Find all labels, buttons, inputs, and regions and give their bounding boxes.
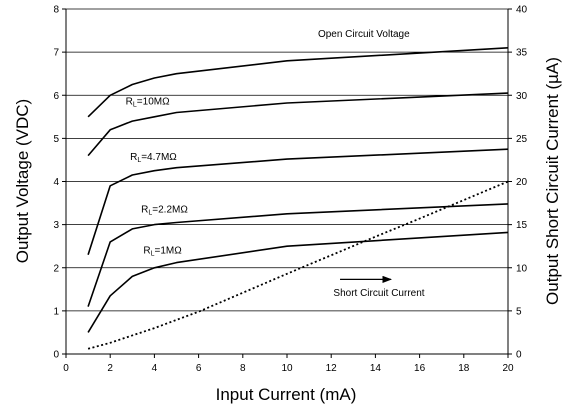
y2-tick-label: 35 xyxy=(516,48,528,59)
annotation-rest: =2.2MΩ xyxy=(152,205,188,216)
series-line-rl-4-7m xyxy=(87,148,509,256)
x-tick-label: 2 xyxy=(107,363,113,374)
series-line-rl-1m xyxy=(87,231,509,333)
y-tick-label: 6 xyxy=(53,91,59,102)
y-tick-label: 7 xyxy=(53,48,59,59)
annotation-subscript: L xyxy=(137,157,141,164)
annotation-subscript: L xyxy=(133,102,137,109)
series-line-rl-2-2m xyxy=(87,203,509,307)
annotation-main: R xyxy=(143,246,150,257)
y-tick-label: 2 xyxy=(53,263,59,274)
x-tick-label: 0 xyxy=(63,363,69,374)
x-tick-label: 18 xyxy=(458,363,470,374)
annotation-subscript: L xyxy=(151,251,155,258)
y-tick-label: 0 xyxy=(53,350,59,361)
y2-tick-label: 40 xyxy=(516,5,528,16)
y2-tick-label: 15 xyxy=(516,220,528,231)
y2-tick-label: 5 xyxy=(516,306,522,317)
annotations: Open Circuit VoltageRL=10MΩRL=4.7MΩRL=2.… xyxy=(126,29,425,299)
x-tick-label: 16 xyxy=(414,363,426,374)
y2-tick-label: 30 xyxy=(516,91,528,102)
x-tick-label: 4 xyxy=(152,363,158,374)
annotation-label: RL=4.7MΩ xyxy=(130,152,177,164)
x-tick-label: 10 xyxy=(281,363,293,374)
x-tick-label: 6 xyxy=(196,363,202,374)
annotation-main: R xyxy=(141,205,148,216)
y-tick-label: 8 xyxy=(53,5,59,16)
series-lines xyxy=(87,47,509,350)
y2-axis-title: Output Short Circuit Current (µA) xyxy=(543,57,562,305)
y-tick-label: 1 xyxy=(53,306,59,317)
gridlines xyxy=(66,8,508,312)
annotation-label: Open Circuit Voltage xyxy=(318,29,410,40)
y2-tick-label: 25 xyxy=(516,134,528,145)
x-axis-title: Input Current (mA) xyxy=(216,385,357,404)
y2-tick-label: 20 xyxy=(516,177,528,188)
y2-tick-label: 10 xyxy=(516,263,528,274)
series-line-open-circuit-voltage xyxy=(87,47,509,118)
y-axis-title: Output Voltage (VDC) xyxy=(13,99,32,263)
annotation-rest: =1MΩ xyxy=(154,246,182,257)
annotation-subscript: L xyxy=(148,210,152,217)
annotation-label: Short Circuit Current xyxy=(333,288,424,299)
annotation-label: RL=10MΩ xyxy=(126,97,170,109)
x-tick-label: 14 xyxy=(370,363,382,374)
y-tick-label: 3 xyxy=(53,220,59,231)
x-tick-label: 8 xyxy=(240,363,246,374)
annotation-rest: =10MΩ xyxy=(137,97,170,108)
annotation-rest: =4.7MΩ xyxy=(141,152,177,163)
x-tick-label: 12 xyxy=(326,363,338,374)
series-line-short-circuit-current xyxy=(87,180,509,350)
y2-tick-label: 0 xyxy=(516,350,522,361)
annotation-label: RL=2.2MΩ xyxy=(141,205,188,217)
y-tick-label: 4 xyxy=(53,177,59,188)
x-tick-label: 20 xyxy=(502,363,514,374)
y-tick-label: 5 xyxy=(53,134,59,145)
series-line-rl-10m xyxy=(87,92,509,157)
annotation-main: R xyxy=(126,97,133,108)
annotation-main: R xyxy=(130,152,137,163)
annotation-label: RL=1MΩ xyxy=(143,246,182,258)
